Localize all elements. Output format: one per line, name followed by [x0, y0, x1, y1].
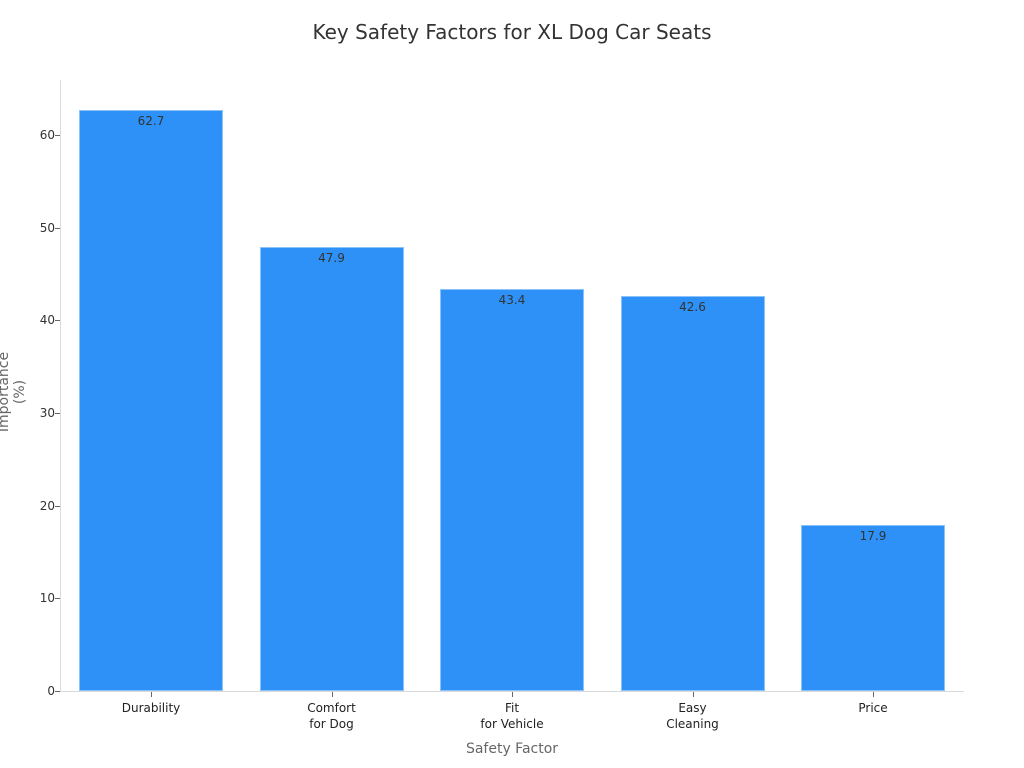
y-axis-line: [60, 80, 61, 692]
bar-value-label: 17.9: [859, 529, 887, 544]
y-tick-label: 40: [39, 313, 55, 328]
bar: 47.9: [259, 246, 404, 691]
bar: 62.7: [79, 109, 223, 691]
x-tick-mark: [151, 692, 152, 697]
y-tick-mark: [55, 227, 60, 229]
y-tick-mark: [55, 691, 60, 692]
x-tick-label: Comfort for Dog: [307, 701, 356, 731]
bar: 43.4: [440, 288, 584, 691]
y-tick-mark: [55, 320, 60, 322]
chart-title: Key Safety Factors for XL Dog Car Seats: [312, 20, 712, 44]
y-tick-mark: [55, 134, 60, 136]
y-tick-label: 60: [39, 127, 55, 142]
y-tick-label: 20: [39, 498, 55, 513]
bar-value-label: 43.4: [498, 292, 526, 307]
y-tick-label: 30: [39, 405, 55, 420]
x-tick-mark: [512, 692, 513, 697]
x-tick-label: Durability: [121, 701, 181, 715]
y-tick-label: 50: [39, 220, 55, 235]
y-tick-mark: [55, 505, 60, 507]
bar: 17.9: [801, 525, 945, 691]
y-tick-mark: [55, 412, 60, 414]
x-tick-label: Fit for Vehicle: [480, 701, 544, 731]
x-axis-label: Safety Factor: [465, 741, 559, 757]
bar-value-label: 47.9: [318, 250, 345, 265]
x-tick-mark: [692, 692, 694, 697]
y-tick-label: 0: [47, 684, 55, 698]
x-tick-mark: [331, 692, 333, 697]
bar-value-label: 42.6: [679, 300, 706, 315]
x-tick-label: Easy Cleaning: [666, 701, 719, 731]
x-tick-label: Price: [858, 701, 888, 715]
y-tick-mark: [55, 598, 60, 600]
bar: 42.6: [620, 296, 765, 691]
y-axis-label: Importance (%): [0, 351, 28, 433]
bar-value-label: 62.7: [137, 113, 165, 128]
x-axis-line: [60, 691, 964, 692]
y-tick-label: 10: [39, 591, 55, 606]
x-tick-mark: [873, 692, 874, 697]
